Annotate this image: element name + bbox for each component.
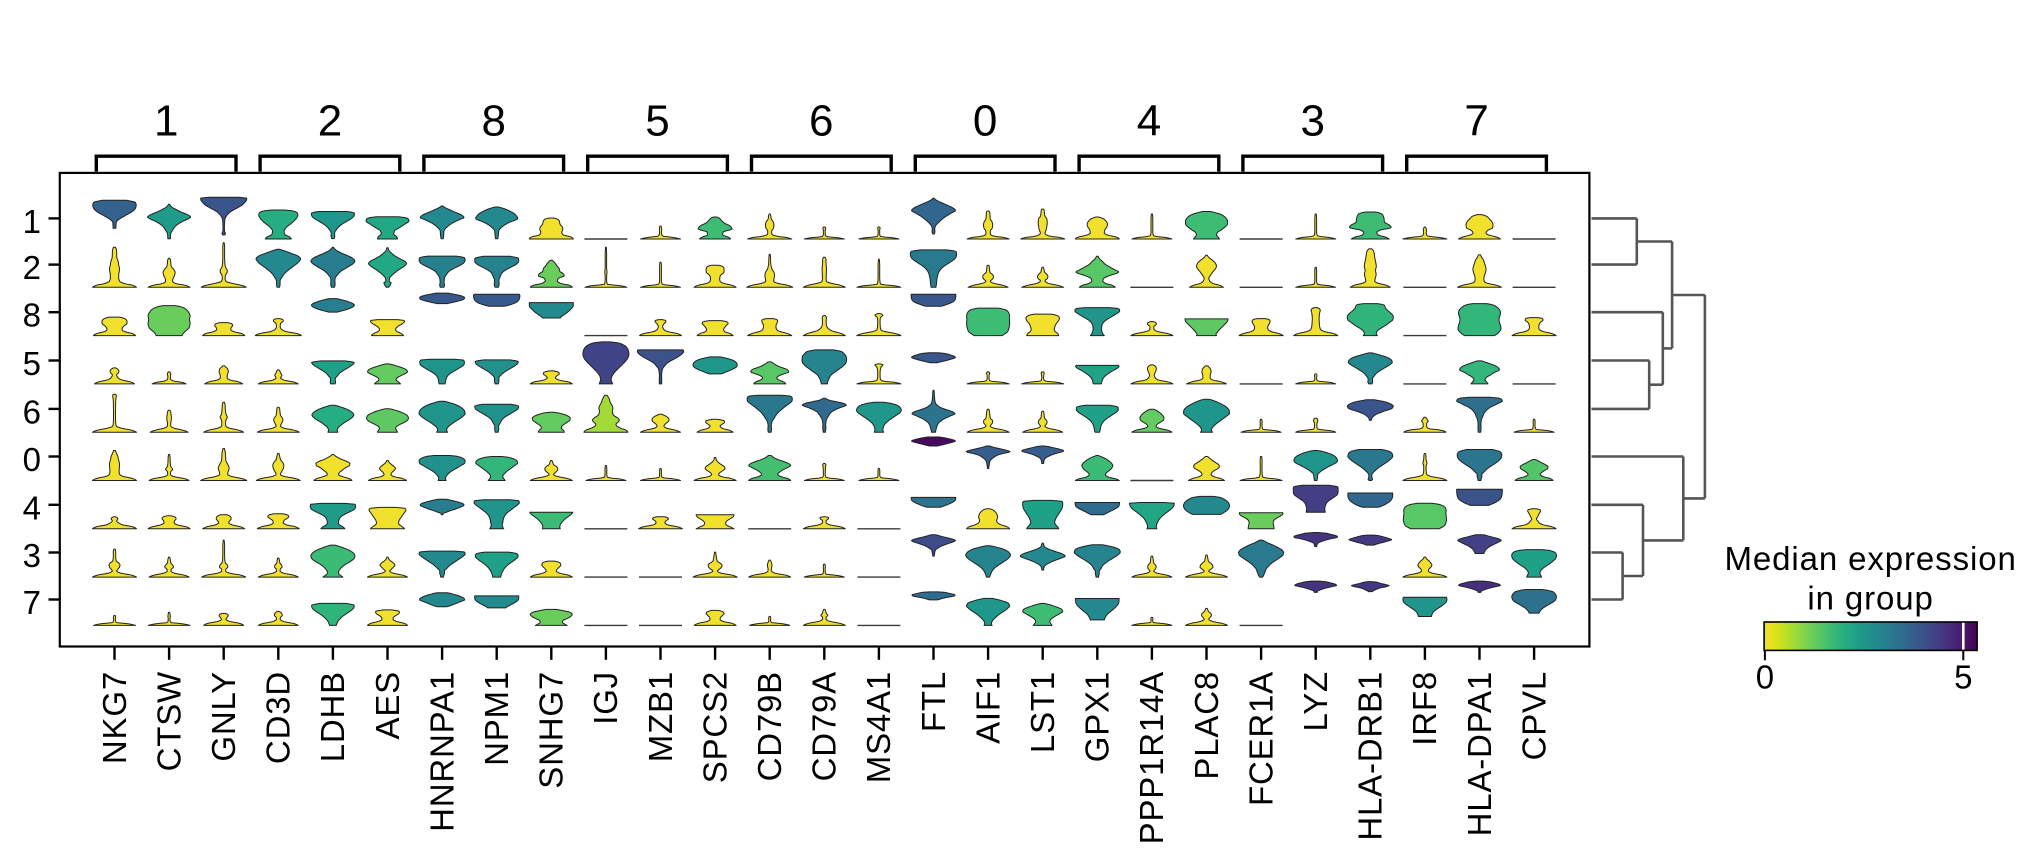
svg-text:CD79B: CD79B <box>751 671 788 781</box>
svg-text:in group: in group <box>1807 580 1933 617</box>
svg-text:CD3D: CD3D <box>260 671 297 764</box>
svg-text:PPP1R14A: PPP1R14A <box>1133 671 1170 844</box>
svg-text:Median expression: Median expression <box>1724 540 2016 577</box>
svg-text:3: 3 <box>23 537 41 574</box>
svg-text:HLA-DPA1: HLA-DPA1 <box>1461 671 1498 836</box>
svg-text:NKG7: NKG7 <box>96 671 133 764</box>
svg-text:4: 4 <box>1137 97 1161 146</box>
svg-text:SPCS2: SPCS2 <box>696 671 733 783</box>
svg-text:2: 2 <box>23 249 41 286</box>
svg-text:MZB1: MZB1 <box>642 671 679 762</box>
svg-text:1: 1 <box>154 97 178 146</box>
svg-text:3: 3 <box>1301 97 1325 146</box>
svg-text:LDHB: LDHB <box>314 671 351 762</box>
svg-text:HNRNPA1: HNRNPA1 <box>423 671 460 832</box>
svg-text:GNLY: GNLY <box>205 671 242 762</box>
svg-text:CD79A: CD79A <box>806 671 843 781</box>
svg-text:IRF8: IRF8 <box>1406 671 1443 746</box>
svg-text:LYZ: LYZ <box>1297 671 1334 731</box>
svg-text:PLAC8: PLAC8 <box>1188 671 1225 780</box>
svg-text:SNHG7: SNHG7 <box>533 671 570 789</box>
svg-text:7: 7 <box>1464 97 1488 146</box>
svg-text:2: 2 <box>318 97 342 146</box>
svg-text:CTSW: CTSW <box>150 671 187 771</box>
svg-text:1: 1 <box>23 203 41 240</box>
svg-text:GPX1: GPX1 <box>1079 671 1116 762</box>
svg-text:0: 0 <box>1756 659 1774 696</box>
svg-text:AES: AES <box>369 671 406 739</box>
svg-text:6: 6 <box>23 393 41 430</box>
svg-text:IGJ: IGJ <box>587 671 624 725</box>
svg-text:7: 7 <box>23 584 41 621</box>
svg-text:0: 0 <box>973 97 997 146</box>
svg-text:NPM1: NPM1 <box>478 671 515 766</box>
svg-text:FTL: FTL <box>915 671 952 732</box>
svg-text:AIF1: AIF1 <box>969 671 1006 744</box>
svg-text:5: 5 <box>23 345 41 382</box>
svg-text:8: 8 <box>23 297 41 334</box>
svg-text:HLA-DRB1: HLA-DRB1 <box>1352 671 1389 841</box>
svg-text:0: 0 <box>23 441 41 478</box>
svg-text:8: 8 <box>482 97 506 146</box>
svg-text:FCER1A: FCER1A <box>1242 671 1279 806</box>
svg-text:MS4A1: MS4A1 <box>860 671 897 783</box>
svg-text:6: 6 <box>809 97 833 146</box>
svg-text:LST1: LST1 <box>1024 671 1061 753</box>
svg-text:5: 5 <box>1954 659 1972 696</box>
svg-text:5: 5 <box>645 97 669 146</box>
svg-text:CPVL: CPVL <box>1515 671 1552 760</box>
svg-text:4: 4 <box>23 489 41 526</box>
